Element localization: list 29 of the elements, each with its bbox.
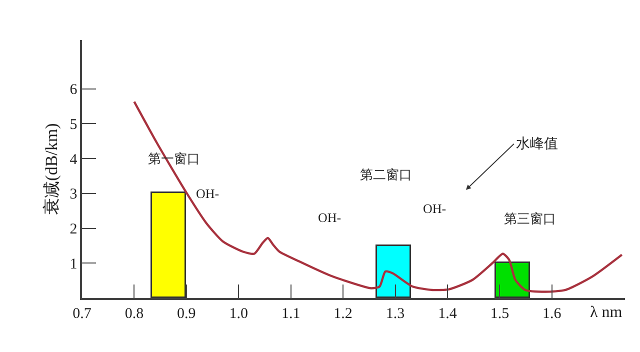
bar (376, 244, 411, 298)
y-axis-title: 衰减(dB/km) (42, 123, 61, 215)
annotation: 水峰值 (516, 136, 558, 152)
x-tick-label: 1.1 (281, 306, 300, 322)
y-tick-label: 4 (70, 152, 78, 168)
line-series (133, 100, 623, 293)
x-tick-label: 1.5 (490, 306, 510, 322)
y-tick-label: 6 (70, 82, 78, 98)
x-tick-label: 0.8 (124, 306, 144, 322)
annotation: OH- (318, 210, 342, 225)
y-tick-label: 5 (70, 116, 78, 133)
x-tick-label: 0.7 (72, 306, 92, 322)
y-tick-label: 1 (70, 256, 78, 272)
y-tick-label: 2 (70, 222, 78, 238)
annotation: 第二窗口 (360, 167, 412, 182)
annotation: 第三窗口 (504, 211, 556, 226)
x-tick-label: 1.0 (229, 306, 248, 322)
x-axis-title: λ nm (590, 304, 623, 321)
x-tick-label: 0.9 (177, 306, 196, 322)
bar (150, 192, 186, 298)
x-tick-label: 1.4 (438, 306, 458, 322)
y-tick-label: 3 (70, 186, 78, 203)
annotation: OH- (423, 201, 446, 216)
annotation: OH- (196, 186, 220, 201)
x-tick-label: 1.6 (542, 306, 562, 322)
x-tick-label: 1.2 (334, 306, 352, 322)
bar (494, 262, 530, 298)
annotation: 第一窗口 (148, 151, 200, 166)
x-tick-label: 1.3 (386, 306, 405, 322)
